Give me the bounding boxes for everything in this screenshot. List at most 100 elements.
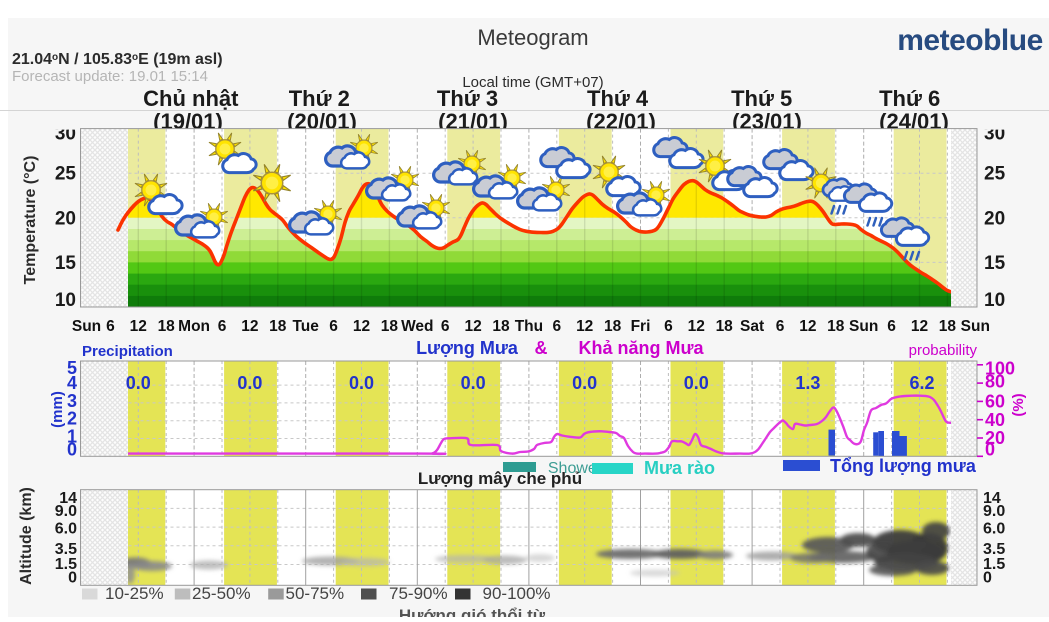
svg-text:12: 12 — [799, 318, 816, 335]
svg-text:Fri: Fri — [631, 318, 651, 335]
svg-text:(mm): (mm) — [49, 391, 66, 428]
svg-text:14: 14 — [983, 490, 1001, 507]
svg-text:Thứ 6: Thứ 6 — [879, 86, 940, 111]
svg-text:60: 60 — [985, 391, 1005, 411]
svg-text:Meteogram: Meteogram — [477, 25, 588, 50]
svg-text:6: 6 — [218, 318, 227, 335]
svg-text:Forecast update: 19.01 15:14: Forecast update: 19.01 15:14 — [12, 68, 208, 85]
svg-text:18: 18 — [939, 318, 957, 335]
svg-text:Sat: Sat — [740, 318, 764, 335]
svg-text:6.2: 6.2 — [909, 373, 934, 393]
svg-text:18: 18 — [158, 318, 176, 335]
svg-text:9.0: 9.0 — [983, 503, 1005, 520]
svg-text:18: 18 — [716, 318, 734, 335]
svg-text:6: 6 — [552, 318, 561, 335]
svg-text:0.0: 0.0 — [349, 373, 374, 393]
svg-text:21.04oN / 105.83oE (19m asl): 21.04oN / 105.83oE (19m asl) — [12, 51, 223, 68]
svg-text:0.0: 0.0 — [572, 373, 597, 393]
svg-text:6.0: 6.0 — [983, 521, 1005, 538]
svg-text:15: 15 — [55, 253, 77, 274]
svg-text:1.3: 1.3 — [795, 373, 820, 393]
svg-text:Thứ 3: Thứ 3 — [437, 86, 498, 111]
svg-text:20: 20 — [984, 208, 1005, 229]
svg-text:9.0: 9.0 — [55, 503, 77, 520]
svg-text:30: 30 — [55, 124, 76, 145]
svg-text:Thứ 2: Thứ 2 — [289, 86, 350, 111]
svg-text:Shower: Shower — [548, 460, 603, 477]
svg-text:0: 0 — [985, 440, 995, 460]
svg-text:Sun: Sun — [961, 318, 990, 335]
svg-text:18: 18 — [381, 318, 399, 335]
svg-text:30: 30 — [984, 124, 1005, 145]
svg-text:20: 20 — [985, 428, 1005, 448]
svg-text:12: 12 — [688, 318, 705, 335]
svg-text:&: & — [535, 338, 548, 358]
svg-text:Lượng mây che phủ: Lượng mây che phủ — [418, 469, 582, 488]
svg-text:6: 6 — [887, 318, 896, 335]
svg-text:6: 6 — [106, 318, 115, 335]
svg-text:3: 3 — [67, 391, 77, 411]
svg-text:25: 25 — [55, 164, 77, 185]
svg-text:1: 1 — [67, 427, 77, 447]
svg-text:15: 15 — [984, 253, 1006, 274]
svg-text:25: 25 — [984, 164, 1006, 185]
svg-text:1.5: 1.5 — [55, 556, 77, 573]
svg-text:probability: probability — [909, 342, 978, 359]
svg-text:10: 10 — [55, 290, 76, 311]
svg-text:0.0: 0.0 — [684, 373, 709, 393]
svg-text:20: 20 — [55, 208, 76, 229]
svg-text:90-100%: 90-100% — [483, 584, 551, 603]
svg-text:meteoblue: meteoblue — [897, 24, 1043, 57]
svg-text:6.0: 6.0 — [55, 521, 77, 538]
svg-text:40: 40 — [985, 410, 1005, 430]
svg-text:0: 0 — [68, 570, 77, 587]
svg-text:Thứ 4: Thứ 4 — [587, 86, 649, 111]
svg-text:3.5: 3.5 — [983, 541, 1005, 558]
svg-text:Precipitation: Precipitation — [82, 343, 173, 360]
svg-text:6: 6 — [776, 318, 785, 335]
svg-text:50-75%: 50-75% — [286, 584, 345, 603]
svg-text:0: 0 — [983, 570, 992, 587]
svg-text:100: 100 — [985, 359, 1015, 379]
svg-text:Altitude (km): Altitude (km) — [18, 487, 35, 585]
svg-text:Mon: Mon — [178, 318, 210, 335]
svg-text:18: 18 — [827, 318, 845, 335]
svg-text:Tue: Tue — [292, 318, 319, 335]
svg-text:12: 12 — [576, 318, 593, 335]
svg-text:25-50%: 25-50% — [192, 584, 251, 603]
svg-text:12: 12 — [464, 318, 481, 335]
svg-text:Sun: Sun — [849, 318, 878, 335]
svg-text:Tổng lượng mưa: Tổng lượng mưa — [830, 456, 977, 476]
svg-text:6: 6 — [329, 318, 338, 335]
svg-text:12: 12 — [911, 318, 928, 335]
svg-text:Local time (GMT+07): Local time (GMT+07) — [462, 74, 603, 91]
svg-text:6: 6 — [664, 318, 673, 335]
svg-text:Lượng Mưa: Lượng Mưa — [416, 338, 519, 358]
svg-text:Mưa rào: Mưa rào — [644, 458, 715, 478]
svg-text:0.0: 0.0 — [126, 373, 151, 393]
svg-text:1.5: 1.5 — [983, 556, 1005, 573]
svg-text:12: 12 — [353, 318, 370, 335]
svg-text:0.0: 0.0 — [461, 373, 486, 393]
svg-text:5: 5 — [67, 358, 77, 378]
svg-text:75-90%: 75-90% — [389, 584, 448, 603]
svg-text:3.5: 3.5 — [55, 541, 77, 558]
svg-text:18: 18 — [492, 318, 510, 335]
svg-text:18: 18 — [269, 318, 287, 335]
svg-text:10-25%: 10-25% — [105, 584, 164, 603]
svg-text:Sun: Sun — [72, 318, 101, 335]
svg-text:Wed: Wed — [401, 318, 433, 335]
svg-text:6: 6 — [441, 318, 450, 335]
svg-text:Chủ nhật: Chủ nhật — [143, 86, 239, 111]
svg-text:4: 4 — [67, 373, 77, 393]
svg-text:Khả năng Mưa: Khả năng Mưa — [578, 338, 704, 358]
svg-text:(%): (%) — [1010, 393, 1027, 416]
svg-text:10: 10 — [984, 290, 1005, 311]
svg-text:0: 0 — [67, 439, 77, 459]
svg-text:14: 14 — [59, 490, 77, 507]
svg-text:0.0: 0.0 — [237, 373, 262, 393]
svg-text:Temperature (°C): Temperature (°C) — [22, 156, 39, 285]
svg-text:Thứ 5: Thứ 5 — [731, 86, 792, 111]
svg-text:Thu: Thu — [515, 318, 543, 335]
svg-text:12: 12 — [241, 318, 258, 335]
